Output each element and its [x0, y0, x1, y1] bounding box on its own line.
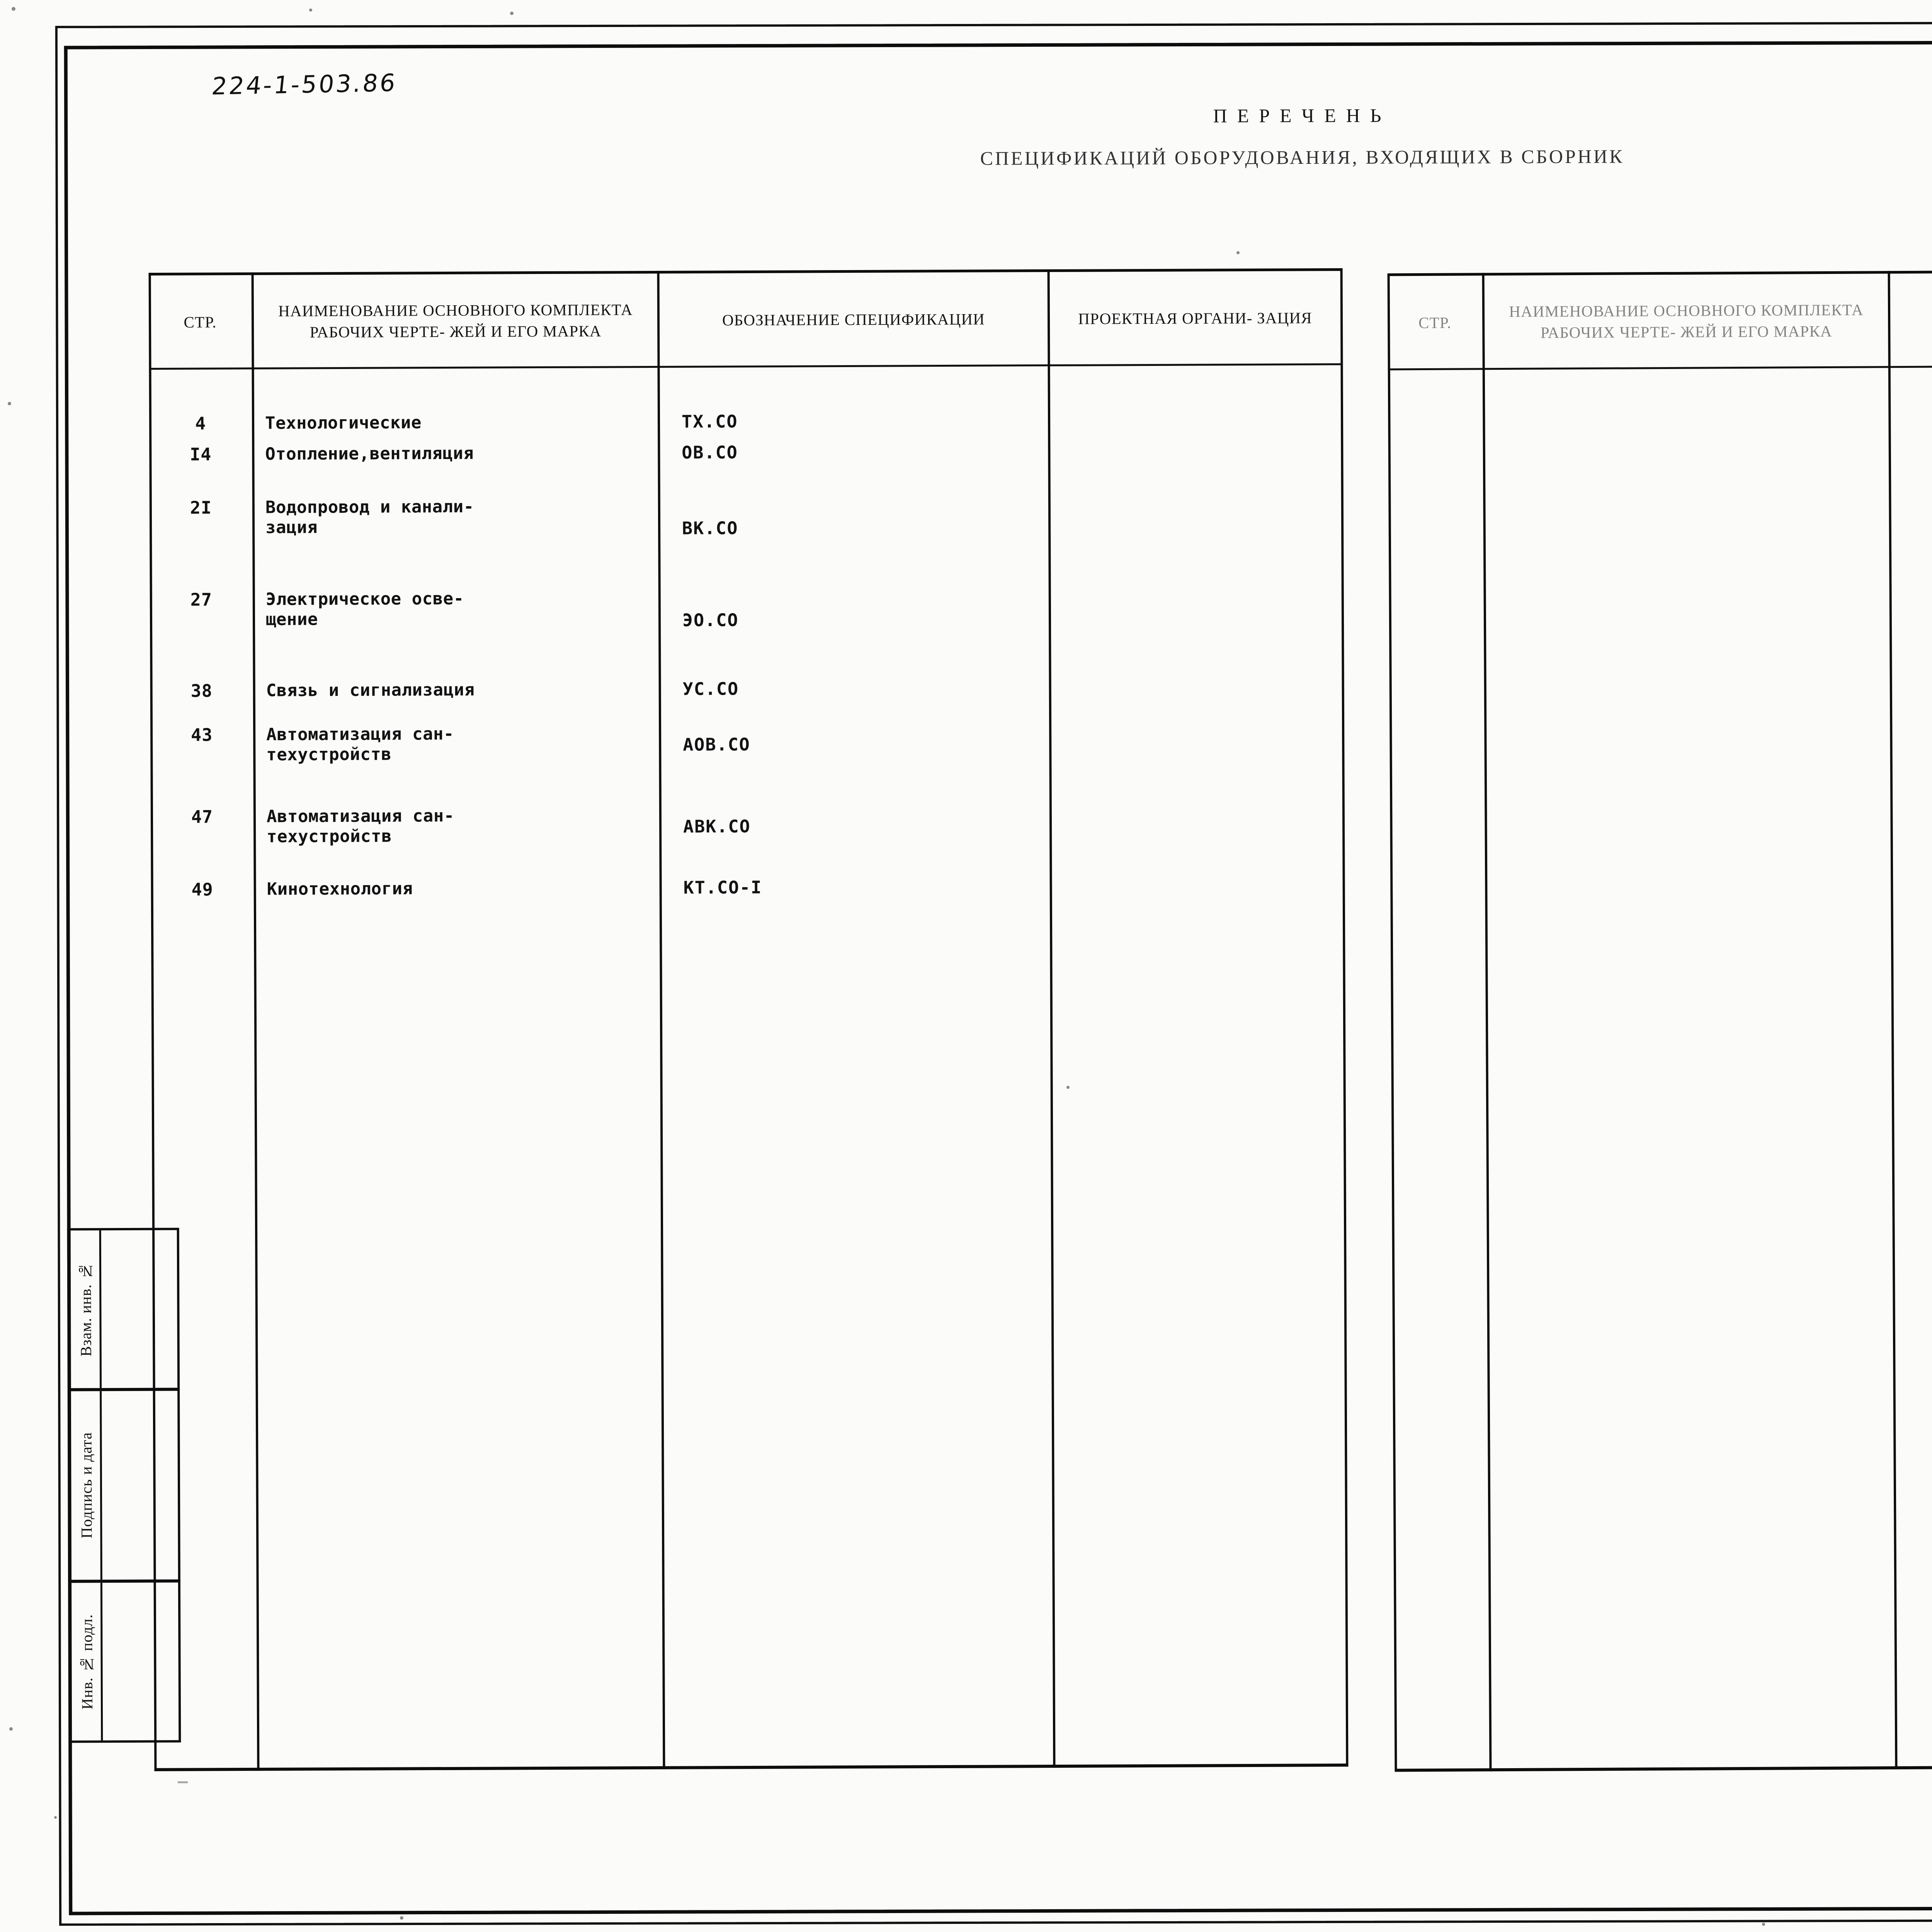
- column-header-designation: ОБОЗНАЧЕНИЕ СПЕЦИФИКАЦИИ: [1890, 274, 1932, 364]
- margin-field-inv: Инв. № подл.: [68, 1580, 181, 1743]
- column-divider-name: [657, 270, 665, 1769]
- margin-label-inv: Инв. № подл.: [73, 1583, 103, 1741]
- column-header-name: НАИМЕНОВАНИЕ ОСНОВНОГО КОМПЛЕКТА РАБОЧИХ…: [278, 301, 633, 341]
- cell-designation: ТХ.СО: [681, 411, 738, 432]
- scan-speck: [54, 1816, 57, 1819]
- column-header-page: СТР.: [184, 313, 217, 331]
- column-divider-desig: [1047, 269, 1056, 1768]
- margin-label-podpis: Подпись и дата: [72, 1391, 102, 1580]
- cell-name: Электрическое осве-: [265, 588, 464, 609]
- cell-page: I4: [190, 444, 212, 465]
- scan-speck: [8, 402, 11, 405]
- column-divider-page: [1482, 273, 1492, 1772]
- margin-label-vzam: Взам. инв. №: [71, 1230, 102, 1388]
- cell-page: 47: [191, 806, 213, 827]
- cell-name-line2: зация: [265, 517, 318, 537]
- cell-name: Отопление,вентиляция: [265, 443, 474, 464]
- cell-name: Автоматизация сан-: [266, 806, 454, 827]
- cell-page: 38: [190, 680, 213, 701]
- cell-designation: ЭО.СО: [682, 610, 739, 631]
- column-header-page: СТР.: [1418, 313, 1452, 332]
- cell-name: Водопровод и канали-: [265, 497, 474, 517]
- cell-page: 2I: [190, 497, 212, 518]
- page-subtitle: СПЕЦИФИКАЦИЙ ОБОРУДОВАНИЯ, ВХОДЯЩИХ В СБ…: [980, 145, 1624, 169]
- column-header-organization: ПРОЕКТНАЯ ОРГАНИ- ЗАЦИЯ: [1078, 308, 1312, 328]
- cell-name-line2: щение: [265, 609, 318, 629]
- cell-designation: КТ.СО-I: [683, 877, 762, 898]
- cell-page: 43: [190, 724, 213, 745]
- cell-name: Связь и сигнализация: [266, 680, 475, 701]
- cell-name: Технологические: [265, 413, 422, 433]
- cell-designation: ОВ.СО: [682, 442, 738, 463]
- cell-page: 27: [190, 589, 213, 610]
- page-title: ПЕРЕЧЕНЬ: [1213, 104, 1391, 127]
- scan-speck: [9, 1727, 13, 1731]
- cell-page: 49: [191, 879, 213, 900]
- cell-designation: ВК.СО: [682, 518, 738, 539]
- scan-speck: [510, 12, 514, 15]
- cell-designation: АОВ.СО: [683, 734, 750, 755]
- column-header-name: НАИМЕНОВАНИЕ ОСНОВНОГО КОМПЛЕКТА РАБОЧИХ…: [1509, 301, 1864, 342]
- title-block: ПЕРЕЧЕНЬ СПЕЦИФИКАЦИЙ ОБОРУДОВАНИЯ, ВХОД…: [162, 104, 1932, 169]
- scan-speck: [1762, 1923, 1765, 1926]
- scan-speck: [1236, 251, 1240, 254]
- cell-designation: УС.СО: [682, 679, 739, 699]
- cell-name-line2: техустройств: [267, 826, 392, 847]
- document-code: 224-1-503.86: [210, 68, 399, 100]
- cell-name: Автоматизация сан-: [266, 724, 454, 745]
- margin-stamp-strip: Взам. инв. № Подпись и дата Инв. № подл.: [67, 1228, 181, 1743]
- cell-name: Кинотехнология: [267, 879, 413, 899]
- scan-speck: [1066, 1086, 1070, 1089]
- scan-speck: [400, 1916, 403, 1920]
- specifications-table-left: СТР. НАИМЕНОВАНИЕ ОСНОВНОГО КОМПЛЕКТА РА…: [148, 268, 1349, 1771]
- scan-speck: [309, 9, 312, 12]
- cell-designation: АВК.СО: [683, 816, 751, 837]
- cell-page: 4: [195, 413, 206, 434]
- cell-name-line2: техустройств: [266, 744, 392, 765]
- margin-label-text: Взам. инв. №: [77, 1262, 95, 1357]
- margin-field-vzam: Взам. инв. №: [67, 1228, 180, 1391]
- column-header-designation: ОБОЗНАЧЕНИЕ СПЕЦИФИКАЦИИ: [722, 310, 985, 329]
- margin-label-text: Инв. № подл.: [78, 1614, 96, 1709]
- margin-label-text: Подпись и дата: [77, 1432, 95, 1539]
- margin-field-podpis: Подпись и дата: [68, 1388, 180, 1582]
- scan-speck: [12, 7, 15, 11]
- column-divider-name: [1888, 271, 1898, 1770]
- specifications-table-right: СТР. НАИМЕНОВАНИЕ ОСНОВНОГО КОМПЛЕКТА РА…: [1387, 267, 1932, 1772]
- column-divider-page: [251, 272, 260, 1771]
- scan-speck: [178, 1781, 188, 1783]
